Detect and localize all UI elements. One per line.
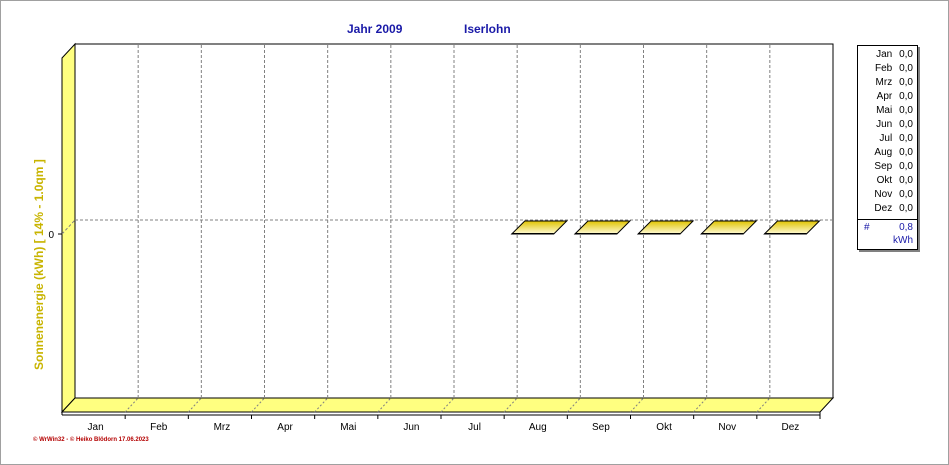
legend-month: Apr [876, 91, 893, 102]
bar-front-nov [701, 233, 744, 234]
floor-gridline [124, 397, 139, 413]
legend-month: Jul [879, 133, 893, 144]
legend-total-symbol: # [864, 222, 870, 233]
legend-row-jul: Jul 0,0 [858, 132, 917, 146]
x-tick-label-jun: Jun [403, 422, 419, 433]
legend-unit: kWh [893, 235, 913, 246]
legend-month: Nov [874, 189, 893, 200]
left-wall [61, 42, 76, 414]
floor-gridline [314, 397, 329, 413]
legend-value: 0,0 [899, 77, 913, 88]
x-tick-label-okt: Okt [656, 422, 672, 433]
x-tick-label-jan: Jan [88, 422, 104, 433]
x-tick-label-mrz: Mrz [214, 422, 231, 433]
legend-month: Jun [876, 119, 893, 130]
legend-row-mrz: Mrz 0,0 [858, 76, 917, 90]
legend-month: Sep [874, 161, 893, 172]
x-tick-label-feb: Feb [150, 422, 168, 433]
x-tick-label-mai: Mai [340, 422, 356, 433]
legend-value: 0,0 [899, 133, 913, 144]
bar-front-okt [638, 233, 681, 234]
x-tick-label-jul: Jul [468, 422, 481, 433]
legend-row-sep: Sep 0,0 [858, 160, 917, 174]
legend-row-aug: Aug 0,0 [858, 146, 917, 160]
legend-row-apr: Apr 0,0 [858, 90, 917, 104]
legend-value: 0,0 [899, 189, 913, 200]
floor-gridline [503, 397, 518, 413]
copyright-footer: © WrWin32 - © Heiko Blödorn 17.06.2023 [33, 437, 149, 443]
x-tick-label-aug: Aug [529, 422, 547, 433]
y-tick-label: 0 [48, 230, 54, 241]
legend-value: 0,0 [899, 49, 913, 60]
legend-month: Aug [874, 147, 893, 158]
legend-month: Feb [874, 63, 893, 74]
legend-month: Okt [876, 175, 893, 186]
legend-separator [858, 219, 917, 220]
floor-gridline [187, 397, 202, 413]
chart-title-location: Iserlohn [464, 22, 511, 36]
x-tick-label-apr: Apr [277, 422, 293, 433]
legend-row-dez: Dez 0,0 [858, 202, 917, 216]
legend-row-jun: Jun 0,0 [858, 118, 917, 132]
legend-row-nov: Nov 0,0 [858, 188, 917, 202]
floor-gridline [440, 397, 455, 413]
legend-value: 0,0 [899, 119, 913, 130]
legend-month: Jan [876, 49, 893, 60]
legend-row-okt: Okt 0,0 [858, 174, 917, 188]
legend-value: 0,0 [899, 63, 913, 74]
floor-gridline [377, 397, 392, 413]
floor-gridline [630, 397, 644, 413]
floor-gridline [251, 397, 265, 413]
legend-row-mai: Mai 0,0 [858, 104, 917, 118]
bar-front-sep [574, 233, 617, 234]
chart-title-year: Jahr 2009 [347, 22, 403, 36]
legend-value: 0,0 [899, 175, 913, 186]
floor-gridline [566, 397, 581, 413]
legend-value: 0,0 [899, 161, 913, 172]
legend-value: 0,0 [899, 105, 913, 116]
legend-row-feb: Feb 0,0 [858, 62, 917, 76]
legend-value: 0,0 [899, 91, 913, 102]
floor-gridline [693, 397, 708, 413]
monthly-values-legend: Jan 0,0 Feb 0,0 Mrz 0,0 Apr 0,0 Mai 0,0 Jun 0… [857, 45, 918, 250]
y-axis-label: Sonnenenergie (kWh) [ 14% - 1.0qm ] [32, 159, 46, 370]
legend-month: Mai [876, 105, 893, 116]
legend-value: 0,0 [899, 147, 913, 158]
legend-total-value: 0,8 [899, 222, 913, 233]
legend-month: Dez [874, 203, 893, 214]
x-tick-label-sep: Sep [592, 422, 610, 433]
legend-value: 0,0 [899, 203, 913, 214]
x-tick-label-nov: Nov [718, 422, 736, 433]
floor-gridline [756, 397, 771, 413]
bar-front-aug [511, 233, 554, 234]
bar-front-dez [764, 233, 807, 234]
legend-month: Mrz [875, 77, 893, 88]
x-tick-label-dez: Dez [782, 422, 800, 433]
legend-row-jan: Jan 0,0 [858, 48, 917, 62]
legend-total-row: # 0,8 [858, 222, 917, 234]
